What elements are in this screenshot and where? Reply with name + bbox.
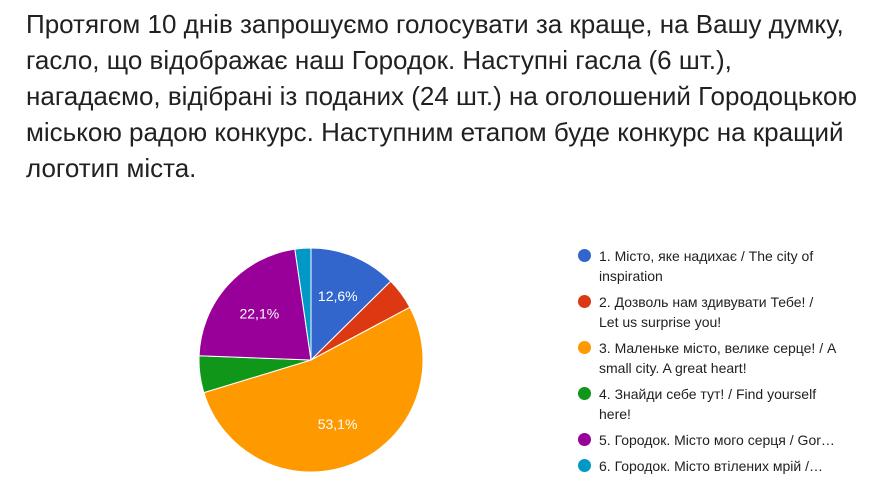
legend-item-2[interactable]: 2. Дозволь нам здивувати Тебе! / Let us … [578, 292, 878, 332]
legend-label-3-line2: small city. A great heart! [599, 360, 747, 376]
legend-label-6: 6. Городок. Місто втілених мрій /… [599, 458, 823, 474]
legend-label-2-line2: Let us surprise you! [599, 314, 722, 330]
pie-data-label-1: 12,6% [318, 288, 358, 304]
legend-label-1-line1: 1. Місто, яке надихає / The city of [599, 248, 814, 264]
pie-slices [198, 247, 424, 473]
legend-item-3[interactable]: 3. Маленьке місто, велике серце! / A sma… [578, 338, 878, 378]
legend-label-4-line1: 4. Знайди себе тут! / Find yourself [599, 386, 817, 402]
chart-legend: 1. Місто, яке надихає / The city of insp… [578, 246, 878, 482]
pie-slice-1[interactable] [310, 247, 392, 362]
legend-swatch-6 [578, 459, 591, 472]
legend-label-3-line1: 3. Маленьке місто, велике серце! / A [599, 340, 837, 356]
legend-label-5: 5. Городок. Місто мого серця / Gor… [599, 432, 835, 448]
legend-swatch-3 [578, 341, 591, 354]
legend-swatch-2 [578, 295, 591, 308]
pie-data-label-5: 22,1% [239, 306, 279, 322]
legend-item-4[interactable]: 4. Знайди себе тут! / Find yourself here… [578, 384, 878, 424]
question-title: Протягом 10 днів запрошуємо голосувати з… [26, 9, 858, 183]
pie-data-labels: 12,6% 53,1% 22,1% [239, 288, 357, 432]
legend-swatch-5 [578, 433, 591, 446]
legend-label-1-line2: inspiration [599, 268, 663, 284]
pie-slice-6[interactable] [294, 247, 312, 361]
legend-item-1[interactable]: 1. Місто, яке надихає / The city of insp… [578, 246, 878, 286]
legend-label-2-line1: 2. Дозволь нам здивувати Тебе! / [599, 294, 814, 310]
legend-swatch-4 [578, 387, 591, 400]
legend-item-6[interactable]: 6. Городок. Місто втілених мрій /… [578, 456, 878, 476]
pie-slice-3[interactable] [203, 306, 424, 473]
pie-data-label-3: 53,1% [318, 416, 358, 432]
pie-slice-5[interactable] [198, 248, 312, 361]
legend-swatch-1 [578, 249, 591, 262]
legend-item-5[interactable]: 5. Городок. Місто мого серця / Gor… [578, 430, 878, 450]
legend-label-4-line2: here! [599, 406, 631, 422]
